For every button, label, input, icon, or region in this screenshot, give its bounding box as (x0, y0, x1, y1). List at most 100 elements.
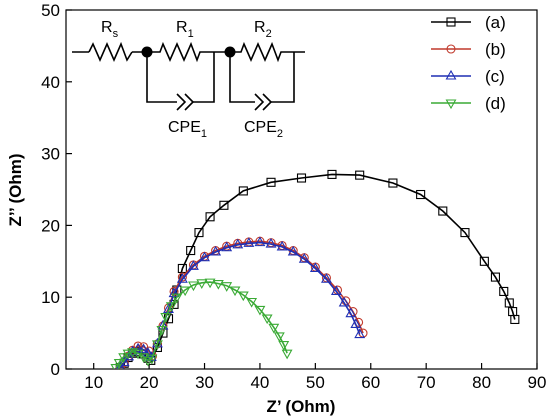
data-point (205, 212, 215, 222)
data-point (113, 358, 125, 369)
data-point (176, 273, 188, 283)
data-point (330, 285, 342, 296)
series-line (119, 240, 364, 369)
x-tick-label: 70 (417, 373, 436, 392)
label-cpe2: CPE2 (244, 119, 283, 140)
legend-item: (b) (431, 40, 506, 59)
data-point (221, 282, 233, 292)
data-point (177, 272, 187, 282)
data-point (281, 349, 293, 360)
data-point (188, 260, 199, 270)
y-axis: 0 10 20 30 40 50 (41, 1, 72, 379)
data-point (490, 272, 500, 282)
x-tick-label: 50 (306, 373, 325, 392)
data-point (219, 200, 229, 210)
circuit-node-1 (141, 46, 153, 58)
legend-label: (a) (485, 13, 506, 32)
x-axis: 10 20 30 40 50 60 70 80 90 (84, 363, 546, 392)
data-point (199, 251, 210, 262)
resistor-r2 (230, 41, 287, 63)
data-point (160, 313, 172, 323)
y-axis-title: Z’’ (Ohm) (6, 153, 25, 226)
circuit-node-2 (224, 46, 236, 58)
data-point (354, 328, 366, 339)
data-point (118, 356, 130, 367)
data-point (460, 228, 470, 238)
data-point (194, 228, 204, 238)
data-point (186, 245, 196, 256)
data-point (165, 302, 177, 312)
y-tick-label: 10 (41, 288, 60, 307)
data-point (177, 263, 187, 274)
data-point (265, 237, 277, 248)
x-tick-label: 30 (195, 373, 214, 392)
data-point (254, 305, 266, 316)
legend-marker (446, 17, 456, 27)
x-tick-label: 80 (472, 373, 491, 392)
label-r1: R1 (176, 19, 194, 40)
data-point (320, 273, 332, 283)
data-point (309, 262, 321, 273)
data-point (479, 256, 489, 266)
legend-item: (a) (431, 13, 506, 32)
x-tick-label: 90 (528, 373, 547, 392)
x-tick-label: 20 (140, 373, 159, 392)
legend-label: (c) (485, 67, 505, 86)
resistor-rs (88, 41, 133, 62)
data-point (132, 342, 144, 353)
data-point (110, 364, 122, 369)
y-tick-label: 40 (41, 73, 60, 92)
data-point (232, 238, 244, 249)
x-tick-label: 40 (250, 373, 269, 392)
data-point (278, 341, 290, 351)
data-point (350, 318, 362, 329)
data-point (157, 319, 169, 330)
data-point (355, 170, 365, 180)
data-point (504, 298, 514, 308)
data-point (196, 279, 208, 289)
cpe2-branch (229, 52, 295, 103)
circuit-labels: Rs R1 R2 CPE1 CPE2 (101, 19, 283, 140)
data-point (345, 307, 357, 318)
x-axis-title: Z’ (Ohm) (267, 397, 336, 416)
y-tick-label: 50 (41, 1, 60, 20)
data-point (212, 280, 224, 290)
data-point (416, 189, 426, 200)
data-point (246, 297, 258, 308)
series-line (119, 173, 516, 369)
legend-marker (446, 44, 456, 54)
series-4 (110, 278, 293, 369)
data-point (204, 278, 216, 289)
data-point (156, 325, 168, 336)
cpe1-symbol (176, 93, 195, 111)
legend-marker (445, 69, 457, 80)
legend-item: (d) (431, 94, 506, 113)
y-tick-label: 30 (41, 145, 60, 164)
data-point (499, 286, 509, 297)
data-point (151, 340, 163, 350)
data-point (238, 186, 248, 196)
data-point (268, 323, 280, 334)
data-point (151, 337, 163, 348)
x-tick-label: 60 (361, 373, 380, 392)
data-point (179, 286, 191, 297)
data-point (146, 354, 158, 365)
data-point (122, 349, 134, 360)
circuit-inset (72, 41, 305, 111)
data-point (438, 206, 448, 216)
data-point (118, 353, 130, 363)
label-r2: R2 (254, 19, 272, 40)
data-point (287, 245, 299, 256)
data-point (388, 178, 398, 188)
y-tick-label: 0 (51, 360, 60, 379)
data-point (229, 286, 241, 297)
cpe1-branch (146, 52, 215, 103)
data-point (296, 173, 307, 183)
data-point (188, 281, 199, 292)
data-point (243, 237, 255, 247)
data-point (237, 291, 249, 302)
data-point (276, 240, 288, 251)
series-layer (110, 169, 520, 369)
legend-label: (b) (485, 40, 506, 59)
legend: (a) (b) (c) (d) (431, 13, 506, 113)
